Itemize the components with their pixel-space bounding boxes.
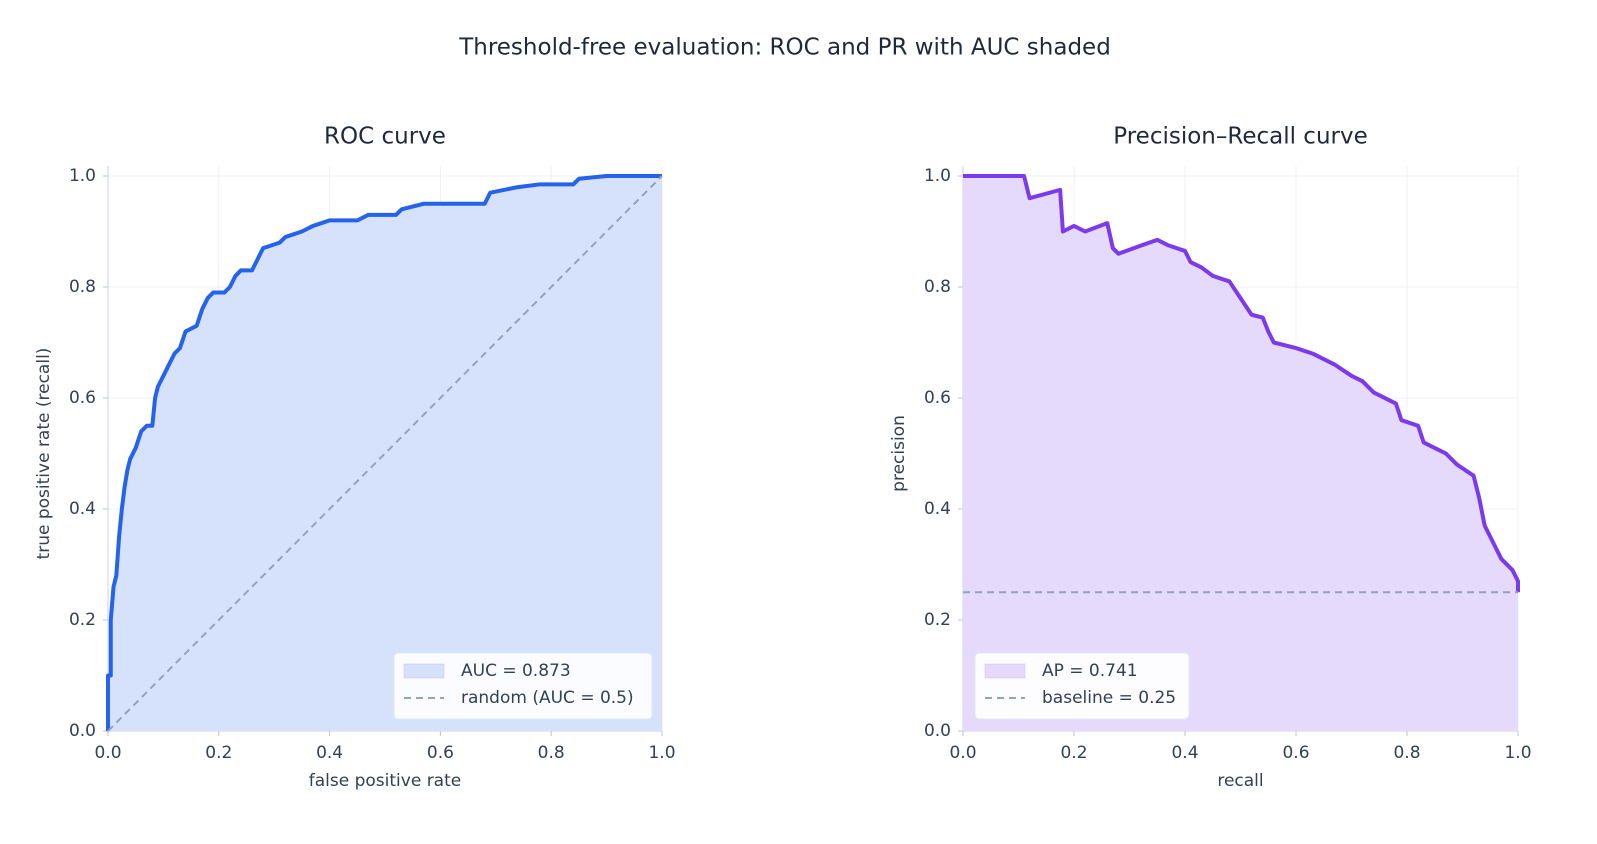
y-tick-label: 0.8 — [69, 277, 96, 297]
y-axis-label: precision — [889, 415, 909, 492]
subplot-title: ROC curve — [324, 124, 446, 150]
figure-title: Threshold-free evaluation: ROC and PR wi… — [458, 35, 1111, 61]
curve-line — [106, 174, 662, 731]
y-tick-label: 0.2 — [69, 610, 96, 630]
auc-area — [963, 176, 1518, 731]
reference-line — [107, 175, 663, 732]
legend-label: AUC = 0.873 — [461, 661, 571, 681]
legend-label: baseline = 0.25 — [1042, 688, 1176, 708]
x-tick-label: 0.8 — [1393, 743, 1420, 763]
x-tick-label: 1.0 — [648, 743, 675, 763]
y-tick-label: 0.6 — [69, 388, 96, 408]
subplot-title: Precision–Recall curve — [1113, 124, 1368, 150]
y-tick-label: 0.2 — [924, 610, 951, 630]
legend-swatch — [984, 663, 1026, 679]
x-tick-label: 0.0 — [94, 743, 121, 763]
y-tick-label: 0.4 — [69, 499, 96, 519]
x-axis-label: false positive rate — [309, 771, 461, 791]
x-tick-label: 0.4 — [1171, 743, 1198, 763]
curve-line — [963, 174, 1520, 593]
x-tick-label: 0.4 — [316, 743, 343, 763]
y-tick-label: 0.6 — [924, 388, 951, 408]
legend-box — [393, 652, 653, 720]
legend-label: random (AUC = 0.5) — [461, 688, 634, 708]
x-tick-label: 0.2 — [1060, 743, 1087, 763]
x-tick-label: 0.8 — [538, 743, 565, 763]
y-axis-label: true positive rate (recall) — [34, 348, 54, 560]
x-axis-label: recall — [1217, 771, 1263, 791]
y-tick-label: 0.0 — [69, 721, 96, 741]
y-tick-label: 0.8 — [924, 277, 951, 297]
x-tick-label: 1.0 — [1504, 743, 1531, 763]
legend-swatch — [403, 663, 445, 679]
y-tick-label: 1.0 — [69, 166, 96, 186]
x-tick-label: 0.6 — [427, 743, 454, 763]
y-tick-label: 0.4 — [924, 499, 951, 519]
x-tick-label: 0.0 — [949, 743, 976, 763]
y-tick-label: 0.0 — [924, 721, 951, 741]
x-tick-label: 0.2 — [205, 743, 232, 763]
legend-label: AP = 0.741 — [1042, 661, 1138, 681]
y-tick-label: 1.0 — [924, 166, 951, 186]
legend-box — [974, 652, 1190, 720]
x-tick-label: 0.6 — [1282, 743, 1309, 763]
